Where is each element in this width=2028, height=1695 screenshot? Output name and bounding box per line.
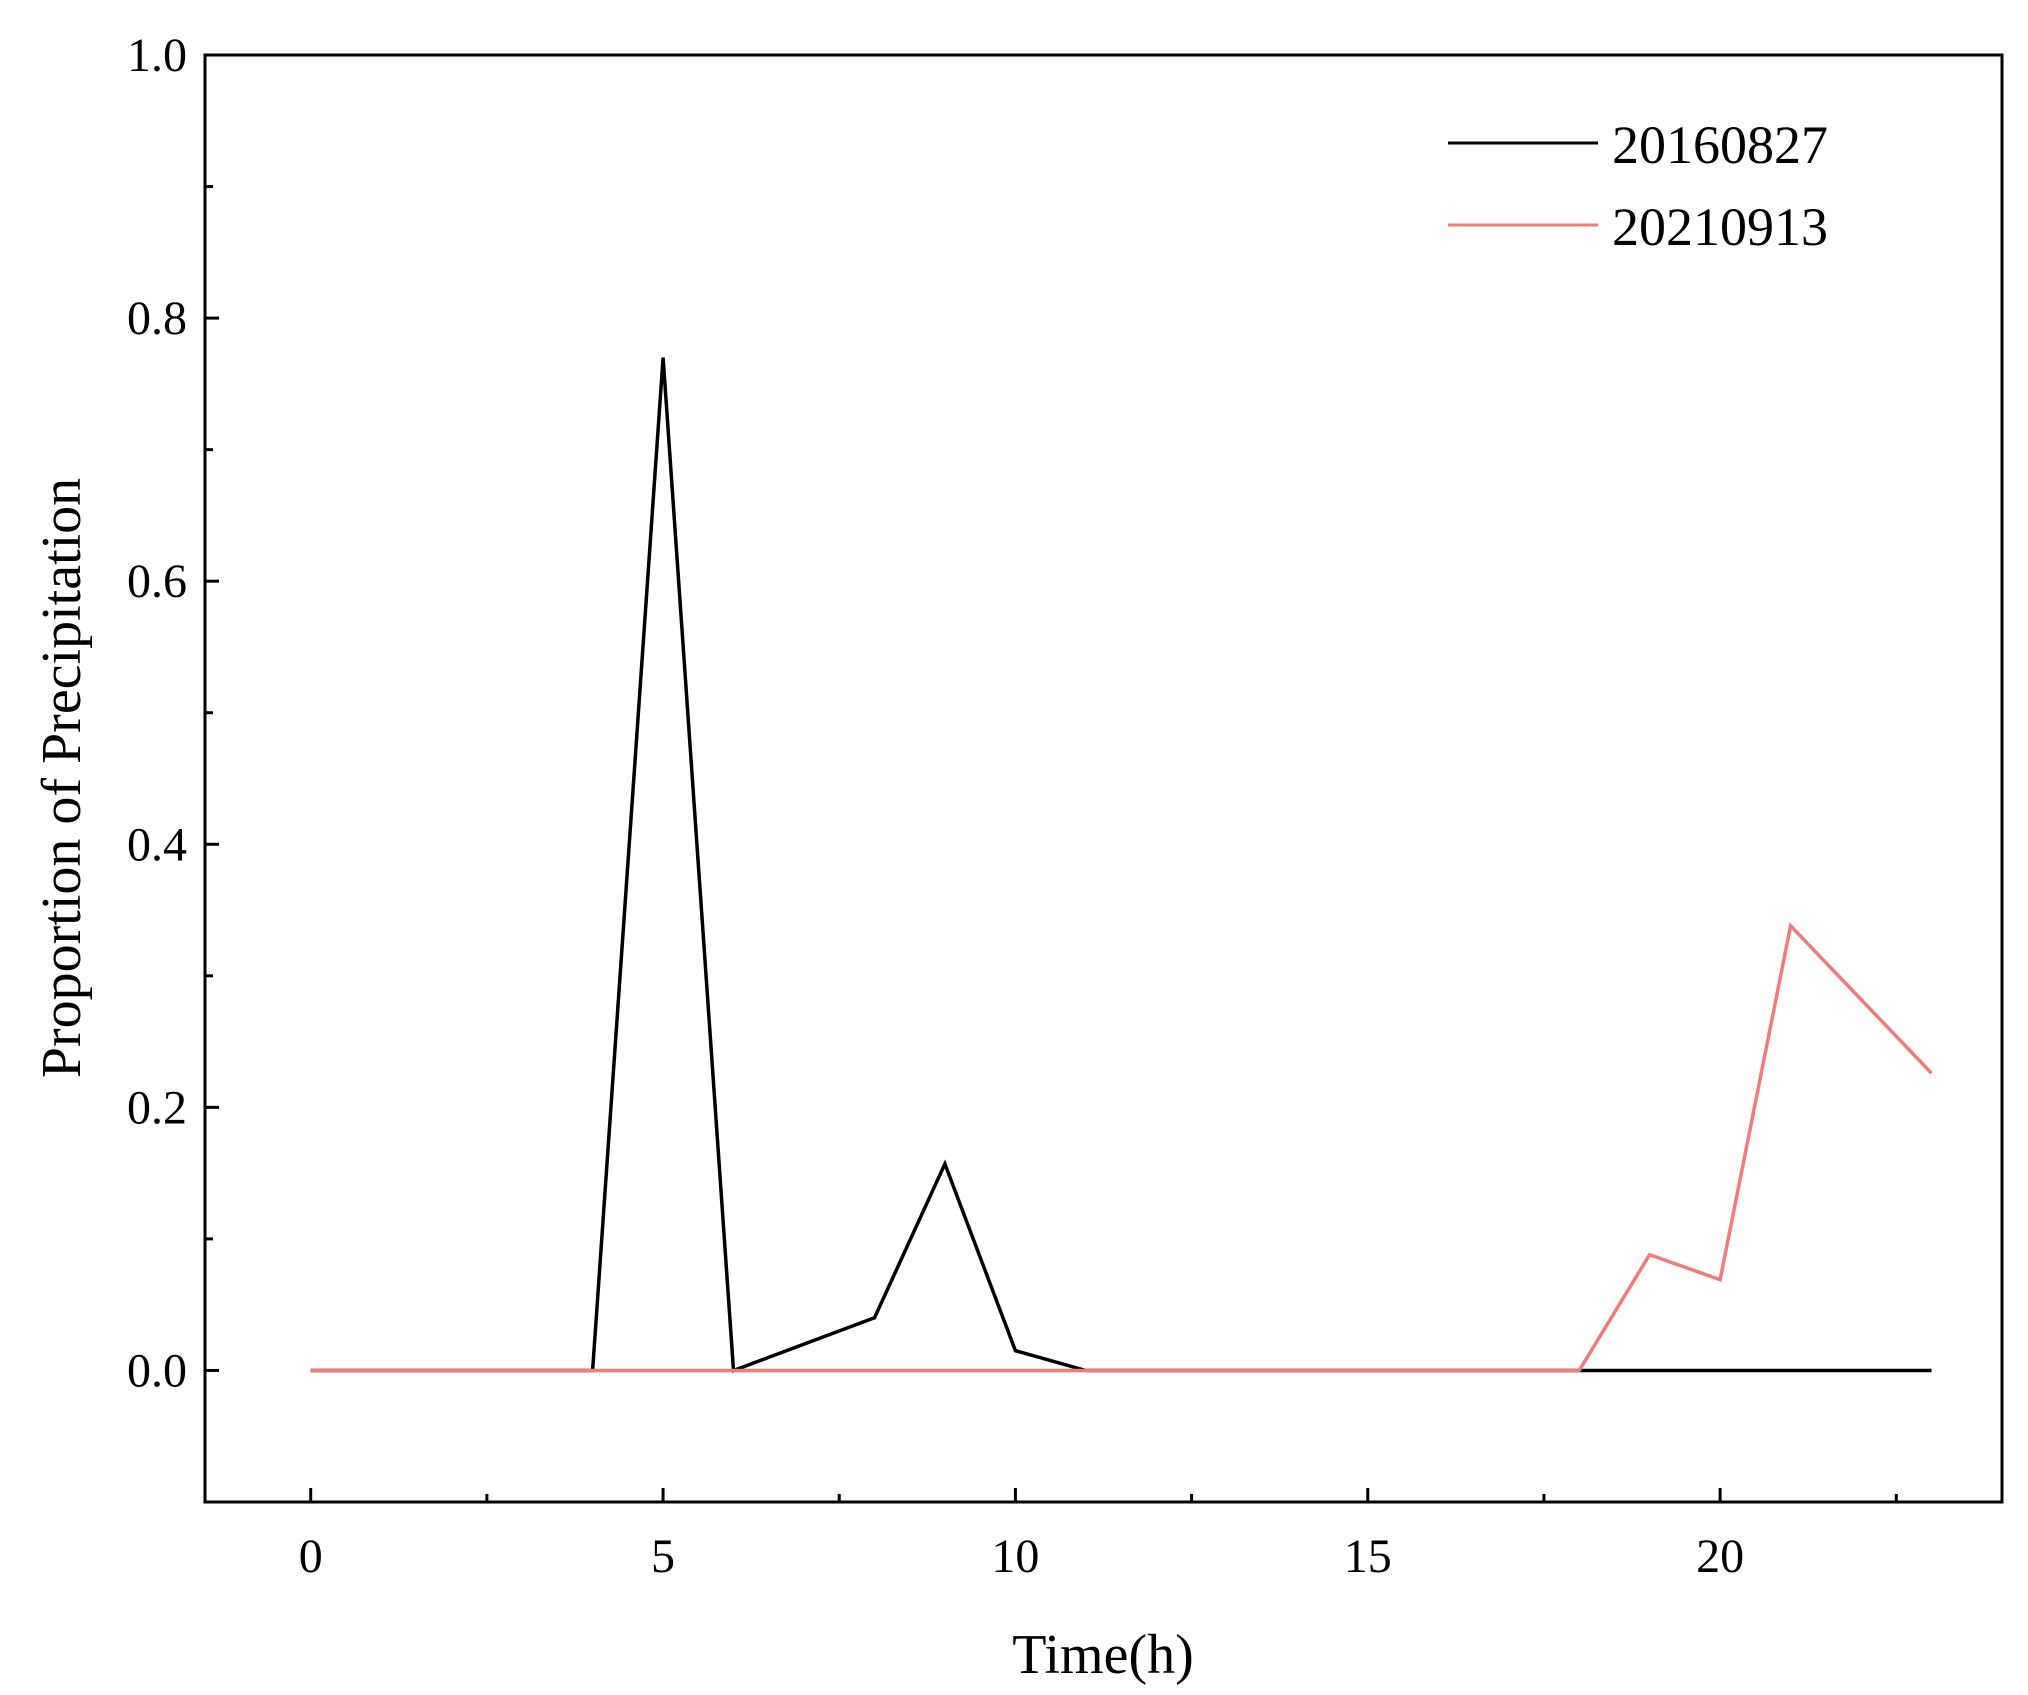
axis-ticks: [205, 53, 1898, 1502]
y-tick-label: 0.2: [127, 1081, 187, 1134]
legend-label-series-2: 20210913: [1612, 197, 1828, 257]
x-tick-label: 0: [299, 1530, 323, 1583]
y-tick-label: 1.0: [127, 29, 187, 82]
x-tick-label: 15: [1344, 1530, 1392, 1583]
legend-label-series-1: 20160827: [1612, 115, 1828, 175]
tick-labels: 0 5 10 15 20 0.0 0.2 0.4 0.6 0.8 1.0: [127, 29, 1744, 1583]
legend: 20160827 20210913: [1448, 115, 1828, 257]
y-tick-label: 0.8: [127, 292, 187, 345]
x-tick-label: 5: [651, 1530, 675, 1583]
series-line-2: [310, 922, 1933, 1373]
series-line-1: [310, 357, 1932, 1373]
series-layer: [310, 357, 1933, 1373]
y-tick-label: 0.0: [127, 1344, 187, 1397]
y-axis-title: Proportion of Precipitation: [31, 478, 93, 1078]
x-axis-title: Time(h): [1012, 1624, 1194, 1686]
x-tick-label: 20: [1696, 1530, 1744, 1583]
plot-frame: [203, 53, 2004, 1504]
x-tick-label: 10: [991, 1530, 1039, 1583]
y-tick-label: 0.6: [127, 555, 187, 608]
y-tick-label: 0.4: [127, 818, 187, 871]
